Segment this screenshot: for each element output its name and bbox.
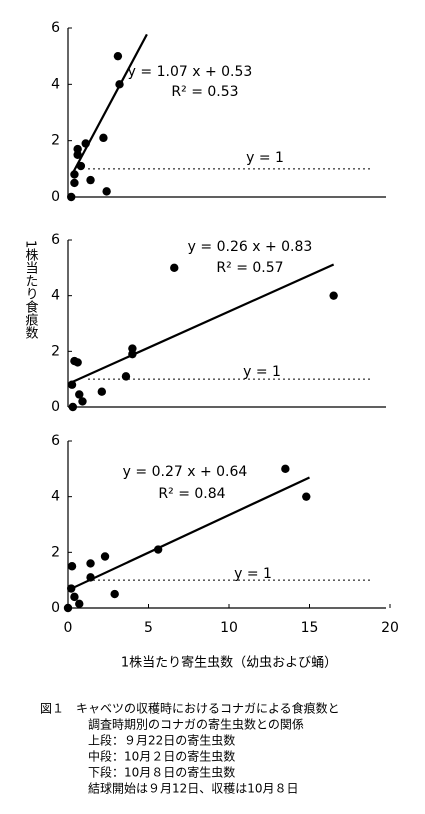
- x-tick-label: 5: [144, 620, 153, 636]
- fit-line: [71, 33, 148, 174]
- point: [329, 291, 338, 300]
- point: [86, 573, 95, 582]
- point: [102, 187, 111, 196]
- y-tick-label: 4: [51, 489, 60, 505]
- point: [153, 545, 163, 554]
- point: [67, 562, 77, 571]
- point: [73, 150, 82, 159]
- point: [67, 584, 76, 593]
- y-tick-label: 6: [51, 232, 60, 248]
- x-tick-label: 15: [301, 620, 319, 636]
- y-tick-label: 4: [51, 76, 60, 92]
- y-tick-label: 2: [51, 343, 60, 359]
- point: [78, 397, 87, 406]
- point: [63, 603, 73, 613]
- caption-line: 上段：９月22日の寄生虫数: [88, 733, 235, 748]
- point: [97, 387, 107, 396]
- reference-label: y = 1: [234, 566, 272, 582]
- x-axis-label: 1株当たり寄生虫数（幼虫および蛹）: [121, 655, 337, 671]
- r-squared: R² = 0.53: [171, 84, 238, 100]
- point: [100, 552, 110, 561]
- point: [128, 349, 137, 359]
- point: [110, 589, 119, 599]
- point: [76, 161, 86, 171]
- r-squared: R² = 0.84: [158, 486, 225, 502]
- y-tick-label: 0: [51, 189, 60, 205]
- y-tick-label: 6: [51, 20, 60, 36]
- point: [67, 192, 76, 202]
- y-tick-label: 2: [51, 544, 60, 560]
- y-tick-label: 0: [51, 399, 60, 415]
- fit-line: [67, 476, 310, 592]
- point: [70, 592, 79, 602]
- fit-equation: y = 0.27 x + 0.64: [123, 464, 248, 480]
- point: [86, 559, 95, 568]
- point: [121, 372, 131, 381]
- point: [75, 390, 84, 399]
- fit-equation: y = 0.26 x + 0.83: [188, 239, 313, 255]
- point: [68, 402, 78, 412]
- point: [67, 380, 77, 389]
- point: [81, 139, 90, 148]
- reference-label: y = 1: [246, 150, 284, 166]
- fit-equation: y = 1.07 x + 0.53: [128, 64, 253, 80]
- point: [115, 80, 124, 89]
- caption-line: 下段：10月８日の寄生虫数: [88, 765, 235, 780]
- caption-line: 調査時期別のコナガの寄生虫数との関係: [88, 717, 304, 732]
- y-tick-label: 6: [51, 433, 60, 449]
- y-axis-label: 1株当たり食痕数: [23, 240, 39, 340]
- r-squared: R² = 0.57: [216, 260, 283, 276]
- point: [170, 263, 179, 273]
- point: [73, 358, 82, 367]
- x-tick-label: 10: [220, 620, 238, 636]
- point: [113, 51, 123, 61]
- fit-line: [71, 263, 335, 384]
- point: [281, 464, 290, 474]
- point: [99, 133, 108, 143]
- caption-line: 結球開始は９月12日、収穫は10月８日: [88, 782, 299, 796]
- y-tick-label: 2: [51, 133, 60, 149]
- y-tick-label: 0: [51, 600, 60, 616]
- point: [302, 492, 311, 501]
- point: [75, 599, 84, 609]
- y-tick-label: 4: [51, 288, 60, 304]
- reference-label: y = 1: [243, 364, 281, 380]
- caption-line: 図１ キャベツの収穫時におけるコナガによる食痕数と: [40, 701, 340, 716]
- caption-line: 中段：10月２日の寄生虫数: [88, 749, 235, 764]
- x-tick-label: 20: [381, 620, 399, 636]
- x-tick-label: 0: [64, 620, 73, 636]
- point: [70, 178, 79, 188]
- point: [70, 170, 79, 179]
- point: [86, 175, 95, 185]
